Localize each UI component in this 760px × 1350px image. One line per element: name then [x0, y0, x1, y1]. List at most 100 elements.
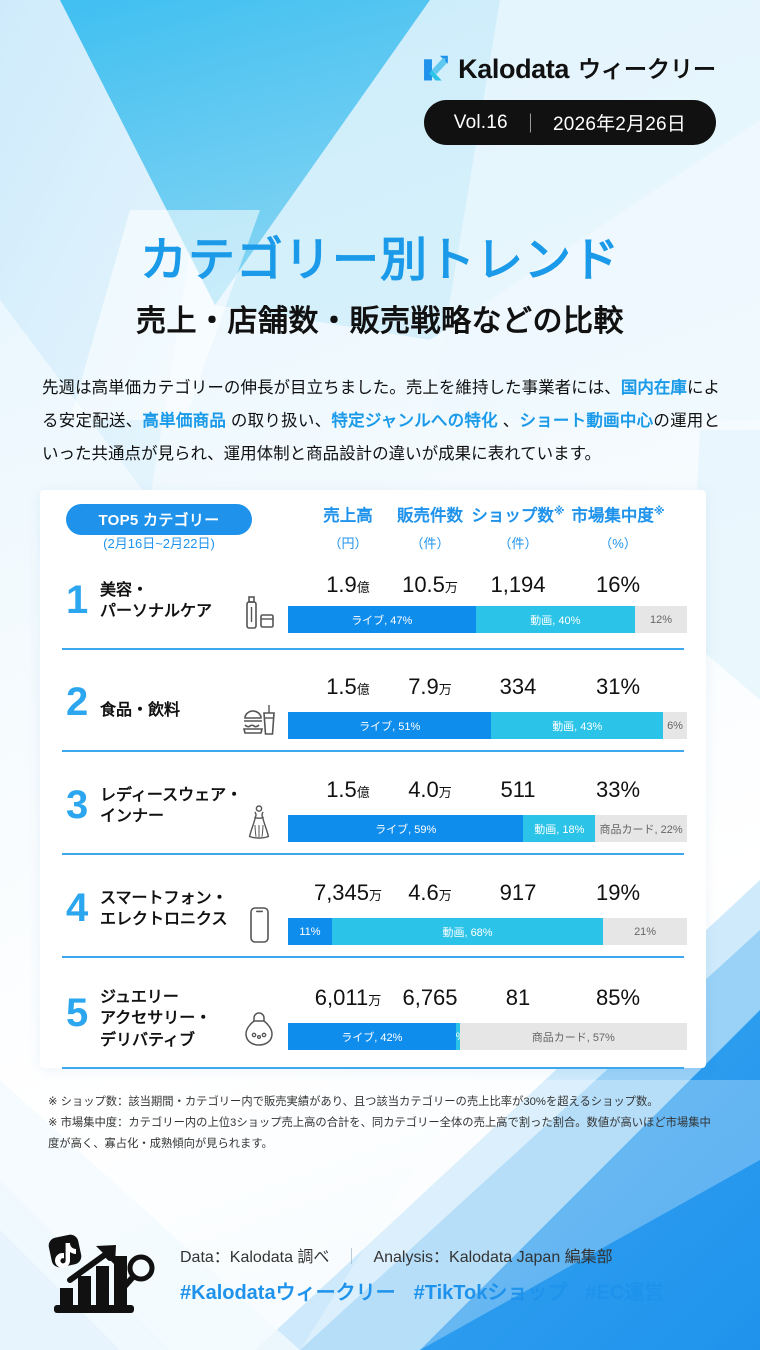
sales-value: 6,011万 [314, 985, 382, 1010]
footnotes: ※ ショップ数：該当期間・カテゴリー内で販売実績があり、且つ該当カテゴリーの売上… [48, 1092, 720, 1155]
metric-unit: 万 [438, 785, 452, 800]
bar-segment-live: ライブ, 51% [288, 712, 492, 739]
row-divider [62, 1067, 684, 1069]
cosmetics-icon [242, 594, 276, 632]
intro-text-2: による安定配送、 [42, 379, 721, 430]
bar-segment-live: ライブ, 42% [288, 1023, 456, 1050]
table-row[interactable]: 5 ジュエリー アクセサリー・ デリバティブ 6,011万 6,765 81 85% ライブ, … [40, 971, 706, 1071]
rank-number: 2 [66, 680, 89, 724]
bar-segment-card: 12% [635, 606, 687, 633]
bar-segment-card: 商品カード, 57% [459, 1023, 687, 1050]
dress-icon [242, 803, 276, 841]
orders-value: 10.5万 [402, 572, 458, 597]
column-header-2: 販売件数 （件） [370, 502, 490, 552]
brand-name: Kalodata [458, 53, 569, 84]
intro-highlight-1: 国内在庫 [620, 379, 687, 397]
hashtag-3[interactable]: #EC運営 [585, 1282, 665, 1304]
bar-segment-card: 21% [603, 918, 687, 945]
bar-segment-card: 商品カード, 22% [595, 815, 687, 842]
hashtag-1[interactable]: #Kalodataウィークリー [180, 1282, 396, 1304]
concentration-value: 85% [595, 985, 641, 1010]
bar-segment-video: 動画, 18% [523, 815, 596, 842]
column-unit: （円） [328, 536, 368, 551]
metric-unit: 億 [356, 785, 370, 800]
orders-value: 7.9万 [408, 674, 452, 699]
rank-number: 5 [66, 991, 89, 1035]
volume-date-badge: Vol.16 ｜ 2026年2月26日 [423, 100, 716, 145]
hashtag-2[interactable]: #TikTokショップ [413, 1282, 568, 1304]
channel-mix-bar: ライブ, 59% 動画, 18% 商品カード, 22% [288, 815, 687, 842]
concentration-value: 19% [595, 880, 641, 905]
brand-subtitle: ウィークリー [578, 55, 716, 82]
category-name: スマートフォン・ エレクトロニクス [100, 890, 228, 929]
kalodata-logo-icon [424, 55, 449, 81]
metric-unit: 億 [356, 682, 370, 697]
table-row[interactable]: 1 美容・ パーソナルケア 1.9億 10.5万 1,194 16% ライブ, 47% 動画, … [40, 558, 706, 658]
orders-value: 4.0万 [408, 777, 452, 802]
tiktok-analytics-icon [48, 1234, 155, 1313]
concentration-value: 16% [595, 572, 641, 597]
intro-highlight-2: 高単価商品 [142, 412, 227, 430]
column-unit: （%） [599, 536, 637, 551]
shops-value: 917 [499, 880, 537, 905]
concentration-value: 33% [595, 777, 641, 802]
necklace-icon [242, 1011, 276, 1049]
bar-segment-video: 動画, 68% [331, 918, 604, 945]
concentration-value: 31% [595, 674, 641, 699]
channel-mix-bar: ライブ, 51% 動画, 43% 6% [288, 712, 687, 739]
metric-unit: 万 [368, 993, 382, 1008]
column-title: 市場集中度※ [571, 505, 665, 526]
asterisk-marker: ※ [553, 505, 565, 518]
category-name: レディースウェア・ インナー [100, 787, 243, 826]
table-row[interactable]: 3 レディースウェア・ インナー 1.5億 4.0万 511 33% ライブ, 59% 動画, … [40, 765, 706, 865]
footnote-1: ※ ショップ数：該当期間・カテゴリー内で販売実績があり、且つ該当カテゴリーの売上… [48, 1096, 659, 1108]
category-name: 美容・ パーソナルケア [100, 582, 213, 621]
intro-highlight-3: 特定ジャンルへの特化 [331, 412, 498, 430]
sales-value: 1.5億 [326, 777, 370, 802]
column-title: ショップ数※ [471, 505, 565, 526]
metric-unit: 万 [444, 580, 458, 595]
column-header-4: 市場集中度※ （%） [558, 502, 678, 552]
rank-number: 4 [66, 886, 89, 930]
credits-line: Data：Kalodata 調べ ｜ Analysis：Kalodata Jap… [180, 1243, 664, 1267]
orders-value: 4.6万 [408, 880, 452, 905]
title-block: カテゴリー別トレンド 売上・店舗数・販売戦略などの比較 [0, 233, 760, 340]
page-title: カテゴリー別トレンド [140, 233, 620, 286]
bar-segment-video: 動画, 40% [475, 606, 636, 633]
bar-segment-live: ライブ, 47% [288, 606, 476, 633]
intro-text-1: 先週は高単価カテゴリーの伸長が目立ちました。売上を維持した事業者には、 [42, 379, 621, 397]
shops-value: 81 [505, 985, 531, 1010]
intro-text-4: 、 [497, 412, 520, 430]
column-unit: （件） [498, 536, 538, 551]
footer-text: Data：Kalodata 調べ ｜ Analysis：Kalodata Jap… [180, 1243, 664, 1305]
shops-value: 1,194 [490, 572, 546, 597]
asterisk-marker: ※ [653, 505, 665, 518]
bar-segment-video: 1% [455, 1023, 460, 1050]
intro-paragraph: 先週は高単価カテゴリーの伸長が目立ちました。売上を維持した事業者には、国内在庫に… [42, 372, 720, 471]
shops-value: 511 [500, 777, 536, 802]
column-header-3: ショップ数※ （件） [458, 502, 578, 552]
footnote-2: ※ 市場集中度：カテゴリー内の上位3ショップ売上高の合計を、同カテゴリー全体の売… [48, 1116, 711, 1150]
bar-segment-live: 11% [288, 918, 332, 945]
channel-mix-bar: ライブ, 42%1%商品カード, 57% [288, 1023, 687, 1050]
rank-number: 1 [66, 578, 89, 622]
table-header: TOP5 カテゴリー (2月16日~2月22日) 売上高 （円） 販売件数 （件） ショ… [40, 498, 706, 560]
top5-category-pill: TOP5 カテゴリー [66, 504, 252, 535]
issue-date: 2026年2月26日 [553, 114, 686, 135]
row-divider [62, 750, 684, 752]
category-name: 食品・飲料 [100, 702, 181, 719]
table-row[interactable]: 4 スマートフォン・ エレクトロニクス 7,345万 4.6万 917 19% 11% 動画, … [40, 868, 706, 968]
header: Kalodata ウィークリー Vol.16 ｜ 2026年2月26日 [0, 0, 760, 160]
smartphone-icon [242, 906, 276, 944]
column-unit: （件） [410, 536, 450, 551]
footer: Data：Kalodata 調べ ｜ Analysis：Kalodata Jap… [48, 1232, 664, 1316]
table-row[interactable]: 2 食品・飲料 1.5億 7.9万 334 31% ライブ, 51% 動画, 43% 6% [40, 662, 706, 762]
bar-segment-card: 6% [663, 712, 687, 739]
rank-number: 3 [66, 783, 89, 827]
shops-value: 334 [499, 674, 537, 699]
column-header-1: 売上高 （円） [288, 502, 408, 552]
page-subtitle: 売上・店舗数・販売戦略などの比較 [136, 304, 624, 338]
brand-lockup: Kalodata ウィークリー [422, 54, 716, 84]
data-credit: Data：Kalodata 調べ [180, 1249, 330, 1266]
